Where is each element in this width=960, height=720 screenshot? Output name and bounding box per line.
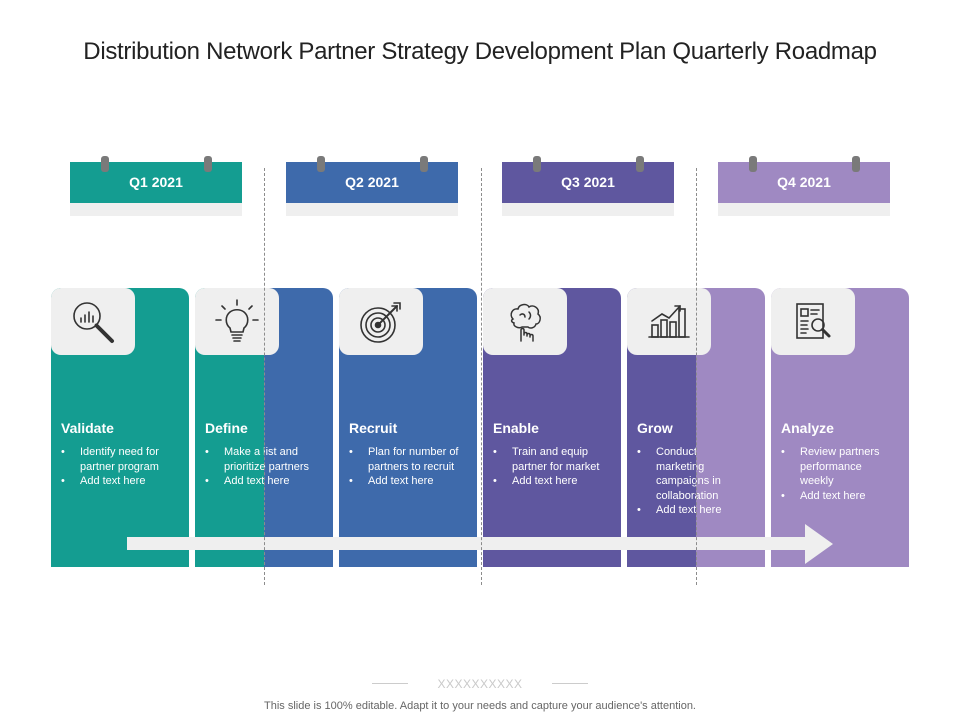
icon-box-enable [483, 288, 567, 355]
magnifier-chart-icon [73, 301, 114, 343]
bullet-item: Add text here [61, 474, 173, 489]
page-title: Distribution Network Partner Strategy De… [83, 38, 877, 65]
calendar-pin-icon [317, 156, 325, 172]
footer-decoration-text: XXXXXXXXXX [437, 677, 523, 691]
footer-decoration: XXXXXXXXXX [372, 676, 588, 692]
step-bullets-recruit: Plan for number of partners to recruit A… [349, 445, 461, 489]
step-title-recruit: Recruit [349, 420, 398, 436]
timeline-arrow-shaft [127, 537, 807, 550]
quarter-header-q2: Q2 2021 [286, 156, 458, 216]
step-title-analyze: Analyze [781, 420, 834, 436]
step-title-validate: Validate [61, 420, 114, 436]
icon-box-recruit [339, 288, 423, 355]
quarter-label: Q3 2021 [502, 162, 674, 203]
arrow-right-icon [805, 524, 833, 564]
bullet-item: Train and equip partner for market [493, 445, 605, 474]
growth-chart-icon [648, 304, 690, 338]
step-bullets-analyze: Review partners performance weekly Add t… [781, 445, 893, 503]
target-icon [360, 301, 401, 343]
report-magnifier-icon [796, 302, 831, 339]
step-bullets-define: Make a list and prioritize partners Add … [205, 445, 317, 489]
bullet-item: Review partners performance weekly [781, 445, 893, 489]
quarter-label: Q2 2021 [286, 162, 458, 203]
brain-hand-icon [510, 303, 541, 342]
step-title-grow: Grow [637, 420, 673, 436]
quarter-label: Q1 2021 [70, 162, 242, 203]
step-title-define: Define [205, 420, 248, 436]
step-title-enable: Enable [493, 420, 539, 436]
bullet-item: Add text here [349, 474, 461, 489]
quarter-divider [696, 168, 697, 585]
calendar-pin-icon [533, 156, 541, 172]
quarter-header-q1: Q1 2021 [70, 156, 242, 216]
bullet-item: Identify need for partner program [61, 445, 173, 474]
calendar-pin-icon [636, 156, 644, 172]
quarter-header-q4: Q4 2021 [718, 156, 890, 216]
icon-box-validate [51, 288, 135, 355]
bullet-item: Plan for number of partners to recruit [349, 445, 461, 474]
quarter-divider [264, 168, 265, 585]
icon-box-analyze [771, 288, 855, 355]
quarter-label: Q4 2021 [718, 162, 890, 203]
lightbulb-icon [215, 298, 259, 342]
bullet-item: Make a list and prioritize partners [205, 445, 317, 474]
icon-box-define [195, 288, 279, 355]
icon-box-grow [627, 288, 711, 355]
calendar-pin-icon [852, 156, 860, 172]
bullet-item: Add text here [493, 474, 605, 489]
bullet-item: Add text here [637, 503, 733, 518]
calendar-pin-icon [420, 156, 428, 172]
step-bullets-enable: Train and equip partner for market Add t… [493, 445, 605, 489]
bullet-item: Conduct marketing campaigns in collabora… [637, 445, 733, 503]
calendar-pin-icon [101, 156, 109, 172]
step-bullets-grow: Conduct marketing campaigns in collabora… [637, 445, 733, 518]
calendar-pin-icon [749, 156, 757, 172]
quarter-header-q3: Q3 2021 [502, 156, 674, 216]
quarter-divider [481, 168, 482, 585]
calendar-pin-icon [204, 156, 212, 172]
footer-text: This slide is 100% editable. Adapt it to… [264, 700, 696, 712]
bullet-item: Add text here [781, 489, 893, 504]
bullet-item: Add text here [205, 474, 317, 489]
step-bullets-validate: Identify need for partner program Add te… [61, 445, 173, 489]
